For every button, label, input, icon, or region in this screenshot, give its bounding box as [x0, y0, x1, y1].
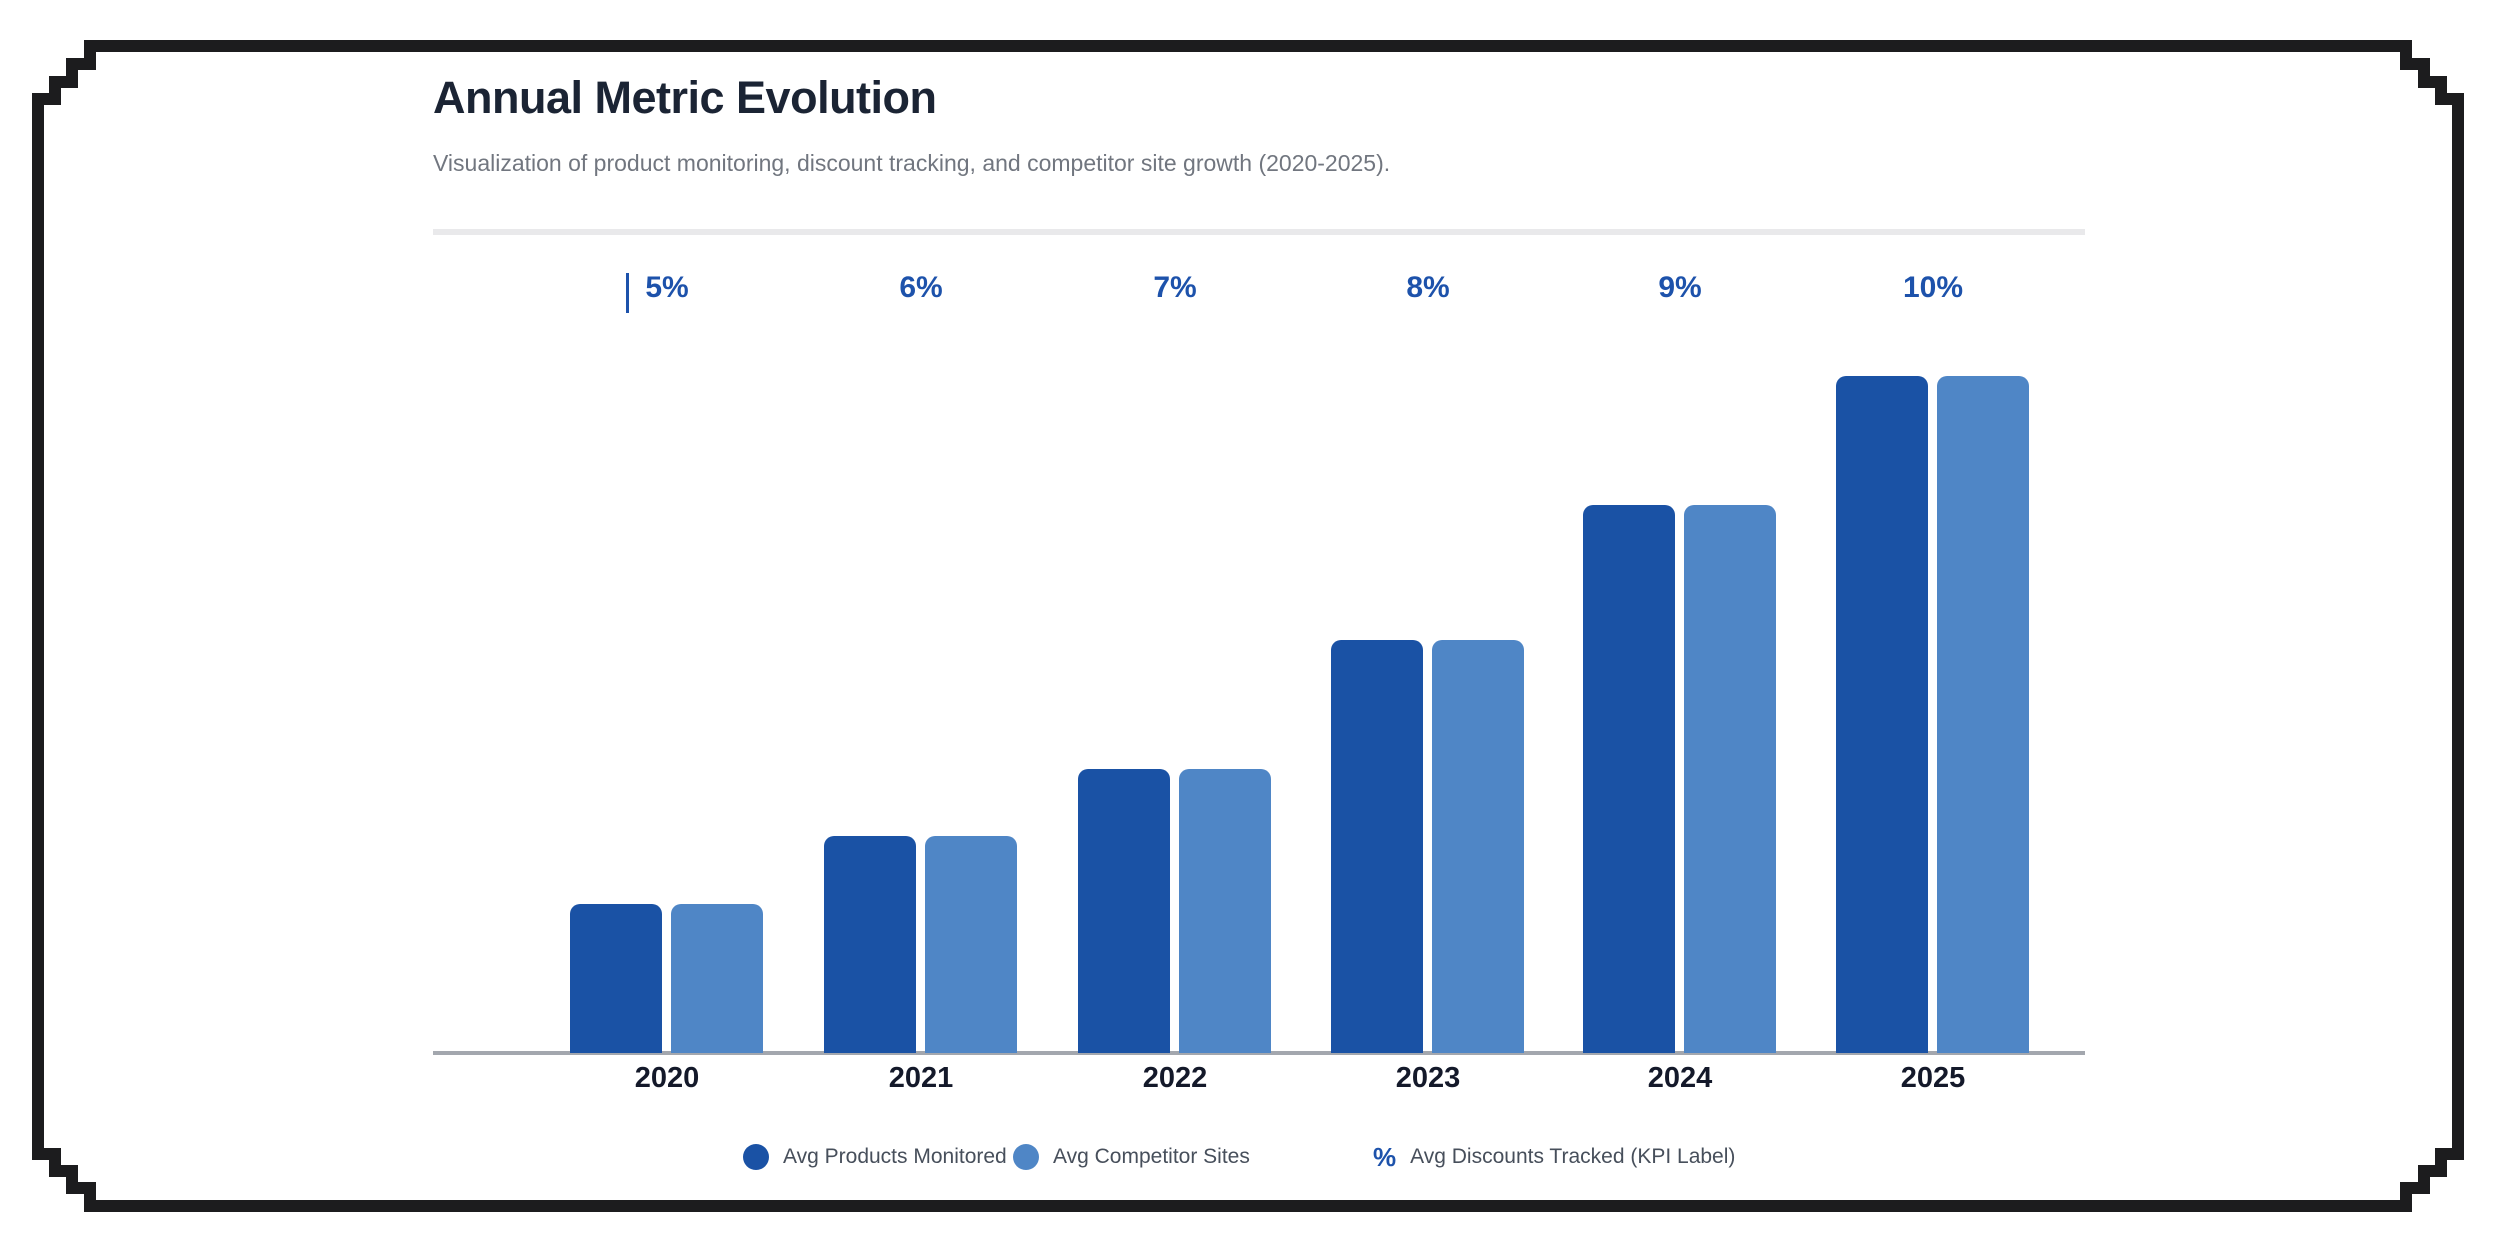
x-axis-label-2021: 2021 [888, 1062, 954, 1094]
bar-group-2024 [1583, 505, 1776, 1053]
kpi-label-2024: 9% [1658, 271, 1702, 304]
kpi-label-2025: 10% [1902, 271, 1964, 304]
kpi-label-2022: 7% [1153, 271, 1197, 304]
x-axis-label-2023: 2023 [1395, 1062, 1461, 1094]
bar-2022-products[interactable] [1078, 769, 1170, 1053]
bar-2022-competitors[interactable] [1179, 769, 1271, 1053]
bar-2023-products[interactable] [1331, 640, 1423, 1053]
bar-2021-products[interactable] [824, 836, 916, 1053]
x-axis-label-2022: 2022 [1142, 1062, 1208, 1094]
legend-item-label: Avg Competitor Sites [1053, 1145, 1250, 1168]
chart-subtitle: Visualization of product monitoring, dis… [433, 150, 1391, 176]
bar-group-2021 [824, 836, 1017, 1053]
legend-item-label: Avg Products Monitored [783, 1145, 1007, 1168]
bar-2025-competitors[interactable] [1937, 376, 2029, 1053]
bar-group-2023 [1331, 640, 1524, 1053]
legend-item-1[interactable]: Avg Products Monitored [743, 1144, 1007, 1170]
x-axis-label-2020: 2020 [634, 1062, 700, 1094]
kpi-label-2021: 6% [899, 271, 943, 304]
legend-item-3[interactable]: % Avg Discounts Tracked (KPI Label) [1373, 1144, 1735, 1170]
bar-group-2020 [570, 904, 763, 1053]
bar-2020-competitors[interactable] [671, 904, 763, 1053]
bar-group-2025 [1836, 376, 2029, 1053]
kpi-label-2023: 8% [1406, 271, 1450, 304]
header-divider [433, 229, 2085, 235]
x-axis-line [433, 1051, 2085, 1055]
x-axis-label-2025: 2025 [1900, 1062, 1966, 1094]
legend-dot-icon [743, 1144, 769, 1170]
bar-group-2022 [1078, 769, 1271, 1053]
legend-item-label: Avg Discounts Tracked (KPI Label) [1410, 1145, 1736, 1168]
bar-2021-competitors[interactable] [925, 836, 1017, 1053]
bar-2024-products[interactable] [1583, 505, 1675, 1053]
percent-icon: % [1373, 1142, 1397, 1172]
legend-item-2[interactable]: Avg Competitor Sites [1013, 1144, 1250, 1170]
bar-2024-competitors[interactable] [1684, 505, 1776, 1053]
chart-title: Annual Metric Evolution [433, 72, 937, 123]
bar-2025-products[interactable] [1836, 376, 1928, 1053]
bar-2023-competitors[interactable] [1432, 640, 1524, 1053]
kpi-label-2020: 5% [645, 271, 689, 304]
bar-2020-products[interactable] [570, 904, 662, 1053]
text-caret [626, 273, 629, 313]
legend-dot-icon [1013, 1144, 1039, 1170]
x-axis-label-2024: 2024 [1647, 1062, 1713, 1094]
